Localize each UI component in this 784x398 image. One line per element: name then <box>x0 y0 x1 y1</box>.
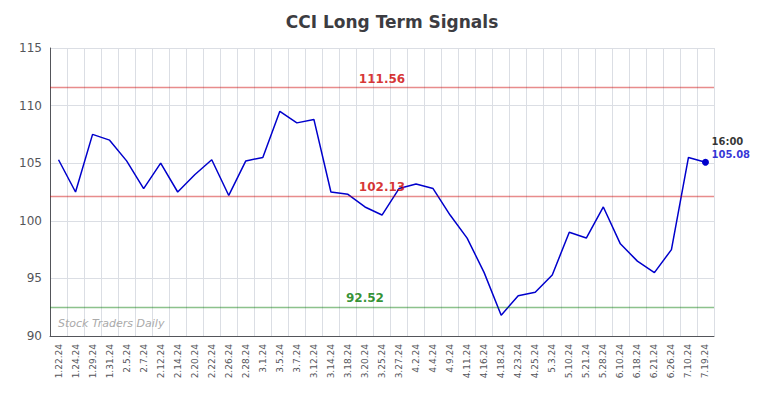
svg-text:7.19.24: 7.19.24 <box>700 344 710 379</box>
svg-text:3.27.24: 3.27.24 <box>394 344 404 379</box>
svg-text:5.10.24: 5.10.24 <box>564 344 574 379</box>
svg-text:5.28.24: 5.28.24 <box>598 344 608 379</box>
svg-text:6.10.24: 6.10.24 <box>615 344 625 379</box>
svg-text:2.5.24: 2.5.24 <box>122 344 132 373</box>
svg-text:6.21.24: 6.21.24 <box>649 344 659 379</box>
svg-text:1.31.24: 1.31.24 <box>105 344 115 379</box>
svg-text:6.26.24: 6.26.24 <box>666 344 676 379</box>
svg-text:115: 115 <box>19 41 42 55</box>
svg-text:6.18.24: 6.18.24 <box>632 344 642 379</box>
svg-text:2.26.24: 2.26.24 <box>224 344 234 379</box>
svg-text:2.28.24: 2.28.24 <box>241 344 251 379</box>
svg-text:2.7.24: 2.7.24 <box>139 344 149 373</box>
svg-text:7.10.24: 7.10.24 <box>683 344 693 379</box>
svg-text:4.11.24: 4.11.24 <box>462 344 472 379</box>
svg-text:5.21.24: 5.21.24 <box>581 344 591 379</box>
svg-text:Stock Traders Daily: Stock Traders Daily <box>58 317 165 330</box>
svg-text:3.25.24: 3.25.24 <box>377 344 387 379</box>
svg-text:4.4.24: 4.4.24 <box>428 344 438 373</box>
svg-text:4.25.24: 4.25.24 <box>530 344 540 379</box>
svg-text:111.56: 111.56 <box>359 72 405 86</box>
svg-text:3.20.24: 3.20.24 <box>360 344 370 379</box>
svg-text:3.1.24: 3.1.24 <box>258 344 268 373</box>
svg-text:3.12.24: 3.12.24 <box>309 344 319 379</box>
svg-text:95: 95 <box>27 271 42 285</box>
svg-text:3.5.24: 3.5.24 <box>275 344 285 373</box>
svg-text:2.14.24: 2.14.24 <box>173 344 183 379</box>
svg-text:90: 90 <box>27 329 42 343</box>
svg-text:3.7.24: 3.7.24 <box>292 344 302 373</box>
svg-text:4.2.24: 4.2.24 <box>411 344 421 373</box>
svg-text:4.23.24: 4.23.24 <box>513 344 523 379</box>
svg-text:92.52: 92.52 <box>346 291 384 305</box>
svg-text:110: 110 <box>19 99 42 113</box>
svg-text:2.20.24: 2.20.24 <box>190 344 200 379</box>
svg-text:2.12.24: 2.12.24 <box>156 344 166 379</box>
svg-text:1.22.24: 1.22.24 <box>54 344 64 379</box>
svg-text:105.08: 105.08 <box>711 149 750 160</box>
svg-text:CCI Long Term Signals: CCI Long Term Signals <box>286 12 499 32</box>
svg-text:1.24.24: 1.24.24 <box>71 344 81 379</box>
svg-text:4.16.24: 4.16.24 <box>479 344 489 379</box>
svg-text:4.9.24: 4.9.24 <box>445 344 455 373</box>
svg-text:3.18.24: 3.18.24 <box>343 344 353 379</box>
svg-text:16:00: 16:00 <box>711 136 743 147</box>
svg-text:102.13: 102.13 <box>359 180 405 194</box>
svg-text:4.18.24: 4.18.24 <box>496 344 506 379</box>
svg-text:1.29.24: 1.29.24 <box>88 344 98 379</box>
svg-text:105: 105 <box>19 156 42 170</box>
svg-text:5.3.24: 5.3.24 <box>547 344 557 373</box>
svg-text:2.22.24: 2.22.24 <box>207 344 217 379</box>
svg-text:3.14.24: 3.14.24 <box>326 344 336 379</box>
svg-text:100: 100 <box>19 214 42 228</box>
